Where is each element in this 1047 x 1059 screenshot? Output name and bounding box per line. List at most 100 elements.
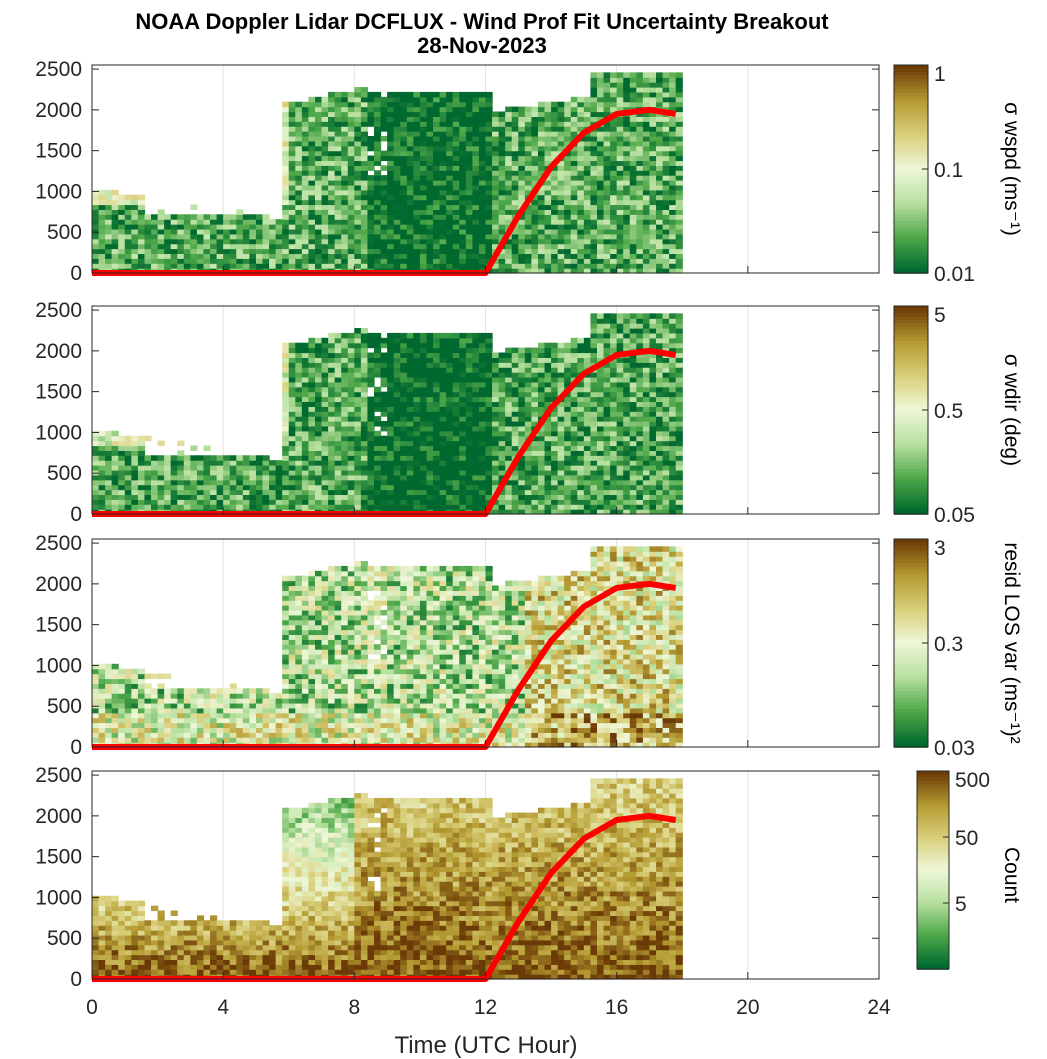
heatmap-cell (223, 219, 231, 225)
heatmap-cell (328, 101, 336, 108)
heatmap-cell (282, 101, 290, 108)
heatmap-cell (537, 111, 546, 117)
heatmap-cell (485, 357, 493, 363)
heatmap-cell (459, 165, 467, 171)
heatmap-cell (328, 465, 336, 471)
heatmap-cell (210, 214, 218, 220)
heatmap-cell (118, 504, 126, 510)
heatmap-cell (472, 228, 480, 235)
heatmap-cell (452, 175, 460, 181)
heatmap-cell (570, 116, 578, 122)
heatmap-cell (492, 474, 500, 481)
heatmap-cell (472, 214, 480, 220)
heatmap-cell (360, 391, 369, 398)
heatmap-cell (419, 440, 428, 447)
heatmap-cell (426, 263, 434, 269)
heatmap-cell (570, 337, 578, 344)
heatmap-cell (498, 155, 506, 162)
heatmap-cell (400, 135, 408, 142)
heatmap-cell (321, 189, 329, 196)
heatmap-cell (374, 450, 382, 456)
heatmap-cell (524, 416, 533, 422)
heatmap-cell (446, 455, 454, 461)
heatmap-cell (203, 504, 211, 510)
heatmap-cell (295, 367, 303, 373)
heatmap-cell (557, 386, 565, 393)
heatmap-cell (216, 484, 224, 491)
heatmap-cell (400, 489, 408, 496)
heatmap-cell (419, 155, 428, 162)
heatmap-cell (347, 204, 355, 210)
heatmap-cell (301, 450, 310, 456)
heatmap-cell (295, 479, 303, 486)
heatmap-cell (465, 180, 473, 186)
heatmap-cell (295, 126, 303, 132)
heatmap-cell (314, 228, 323, 235)
heatmap-cell (321, 421, 329, 427)
heatmap-cell (590, 376, 598, 383)
heatmap-cell (341, 499, 349, 505)
heatmap-cell (341, 214, 349, 220)
colorbar-segment (894, 134, 928, 139)
heatmap-cell (472, 253, 480, 259)
heatmap-cell (341, 150, 349, 157)
heatmap-cell (577, 469, 585, 476)
heatmap-cell (387, 430, 395, 437)
heatmap-cell (308, 106, 316, 113)
heatmap-cell (249, 479, 257, 486)
heatmap-cell (406, 258, 414, 264)
heatmap-cell (518, 347, 526, 354)
heatmap-cell (328, 121, 336, 127)
heatmap-cell (210, 263, 218, 269)
heatmap-cell (341, 391, 349, 398)
heatmap-cell (196, 214, 205, 220)
heatmap-cell (308, 396, 316, 403)
heatmap-cell (583, 465, 592, 471)
heatmap-cell (537, 494, 546, 500)
heatmap-cell (328, 106, 336, 113)
heatmap-cell (452, 126, 460, 132)
heatmap-cell (629, 233, 637, 240)
heatmap-cell (367, 224, 375, 230)
heatmap-cell (249, 253, 257, 259)
heatmap-cell (636, 165, 644, 171)
heatmap-cell (387, 465, 395, 471)
heatmap-cell (465, 352, 473, 358)
heatmap-cell (328, 145, 336, 152)
heatmap-cell (459, 91, 467, 98)
heatmap-cell (308, 499, 316, 505)
heatmap-cell (596, 367, 605, 373)
heatmap-cell (577, 484, 585, 491)
heatmap-cell (603, 135, 611, 142)
heatmap-cell (649, 82, 657, 88)
heatmap-cell (472, 430, 480, 437)
heatmap-cell (308, 381, 316, 388)
heatmap-cell (406, 184, 414, 191)
heatmap-cell (452, 440, 460, 447)
heatmap-cell (531, 160, 539, 166)
heatmap-cell (223, 474, 231, 481)
heatmap-cell (583, 258, 592, 264)
heatmap-cell (236, 479, 244, 486)
heatmap-cell (557, 189, 565, 196)
heatmap-cell (236, 504, 244, 510)
heatmap-cell (111, 460, 119, 466)
heatmap-cell (157, 214, 165, 220)
heatmap-cell (183, 233, 191, 240)
heatmap-cell (367, 106, 375, 113)
heatmap-cell (124, 499, 132, 505)
heatmap-cell (387, 367, 395, 373)
heatmap-cell (288, 372, 296, 378)
heatmap-cell (347, 91, 355, 98)
heatmap-cell (111, 238, 119, 245)
heatmap-cell (314, 460, 323, 466)
heatmap-cell (478, 116, 487, 122)
heatmap-cell (354, 421, 362, 427)
heatmap-cell (590, 150, 598, 157)
heatmap-cell (387, 337, 395, 344)
heatmap-cell (413, 435, 421, 442)
heatmap-cell (498, 509, 506, 515)
heatmap-cell (590, 268, 598, 274)
heatmap-cell (426, 253, 434, 259)
heatmap-cell (151, 479, 159, 486)
